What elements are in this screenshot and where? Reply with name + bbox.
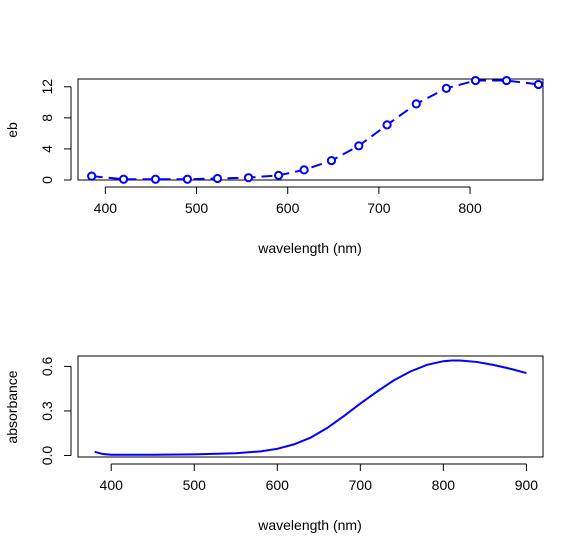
eb-data-point (470, 75, 481, 86)
eb-data-point (411, 99, 421, 109)
eb-data-point (212, 173, 223, 184)
eb-data-point (354, 141, 364, 151)
eb-series-line (91, 79, 539, 181)
eb-plot-frame (77, 78, 544, 181)
absorbance-series-line (94, 359, 527, 456)
eb-data-point (243, 173, 254, 183)
absorbance-series (94, 359, 527, 456)
eb-y-tick-label: 8 (39, 114, 55, 122)
eb-x-tick-label: 800 (458, 200, 482, 216)
eb-y-axis-label: eb (4, 122, 20, 138)
absorbance-x-tick-label: 400 (100, 477, 124, 493)
absorbance-x-tick-label: 800 (432, 477, 456, 493)
eb-x-axis-label: wavelength (nm) (257, 240, 362, 256)
eb-x-axis: 400 500 600 700 800 (94, 186, 482, 216)
eb-data-point (326, 155, 337, 166)
eb-series (87, 75, 544, 184)
absorbance-x-tick-label: 600 (266, 477, 290, 493)
eb-data-point (441, 83, 451, 93)
eb-data-point (87, 171, 97, 181)
eb-data-point (182, 174, 193, 184)
eb-data-point (299, 165, 309, 175)
eb-data-point (533, 79, 544, 90)
absorbance-x-tick-label: 700 (349, 477, 373, 493)
absorbance-y-tick-label: 0.6 (39, 356, 55, 376)
eb-data-point (382, 120, 392, 130)
absorbance-x-tick-label: 900 (515, 477, 539, 493)
eb-x-tick-label: 400 (94, 200, 118, 216)
absorbance-x-tick-label: 500 (183, 477, 207, 493)
eb-x-tick-label: 500 (185, 200, 209, 216)
eb-y-axis: 0 4 8 12 (39, 79, 72, 184)
eb-data-point (150, 174, 161, 184)
eb-data-point (273, 170, 284, 180)
eb-y-tick-label: 0 (39, 176, 55, 184)
absorbance-x-axis: 400 500 600 700 800 900 (100, 463, 539, 493)
absorbance-chart-panel: 400 500 600 700 800 900 0.0 0.3 0.6 wavelength … (4, 355, 544, 533)
eb-chart-panel: 400 500 600 700 800 0 4 8 12 wavelength (nm) eb (4, 75, 544, 256)
absorbance-y-axis-label: absorbance (4, 370, 20, 443)
eb-y-tick-label: 4 (39, 145, 55, 153)
absorbance-y-tick-label: 0.0 (39, 446, 55, 466)
absorbance-y-tick-label: 0.3 (39, 401, 55, 421)
absorbance-plot-frame (77, 355, 544, 458)
eb-x-tick-label: 600 (276, 200, 300, 216)
eb-y-tick-label: 12 (39, 79, 55, 95)
eb-x-tick-label: 700 (367, 200, 391, 216)
eb-data-point (118, 174, 129, 184)
absorbance-y-axis: 0.0 0.3 0.6 (39, 356, 72, 466)
eb-data-point (501, 75, 512, 86)
absorbance-x-axis-label: wavelength (nm) (257, 517, 362, 533)
